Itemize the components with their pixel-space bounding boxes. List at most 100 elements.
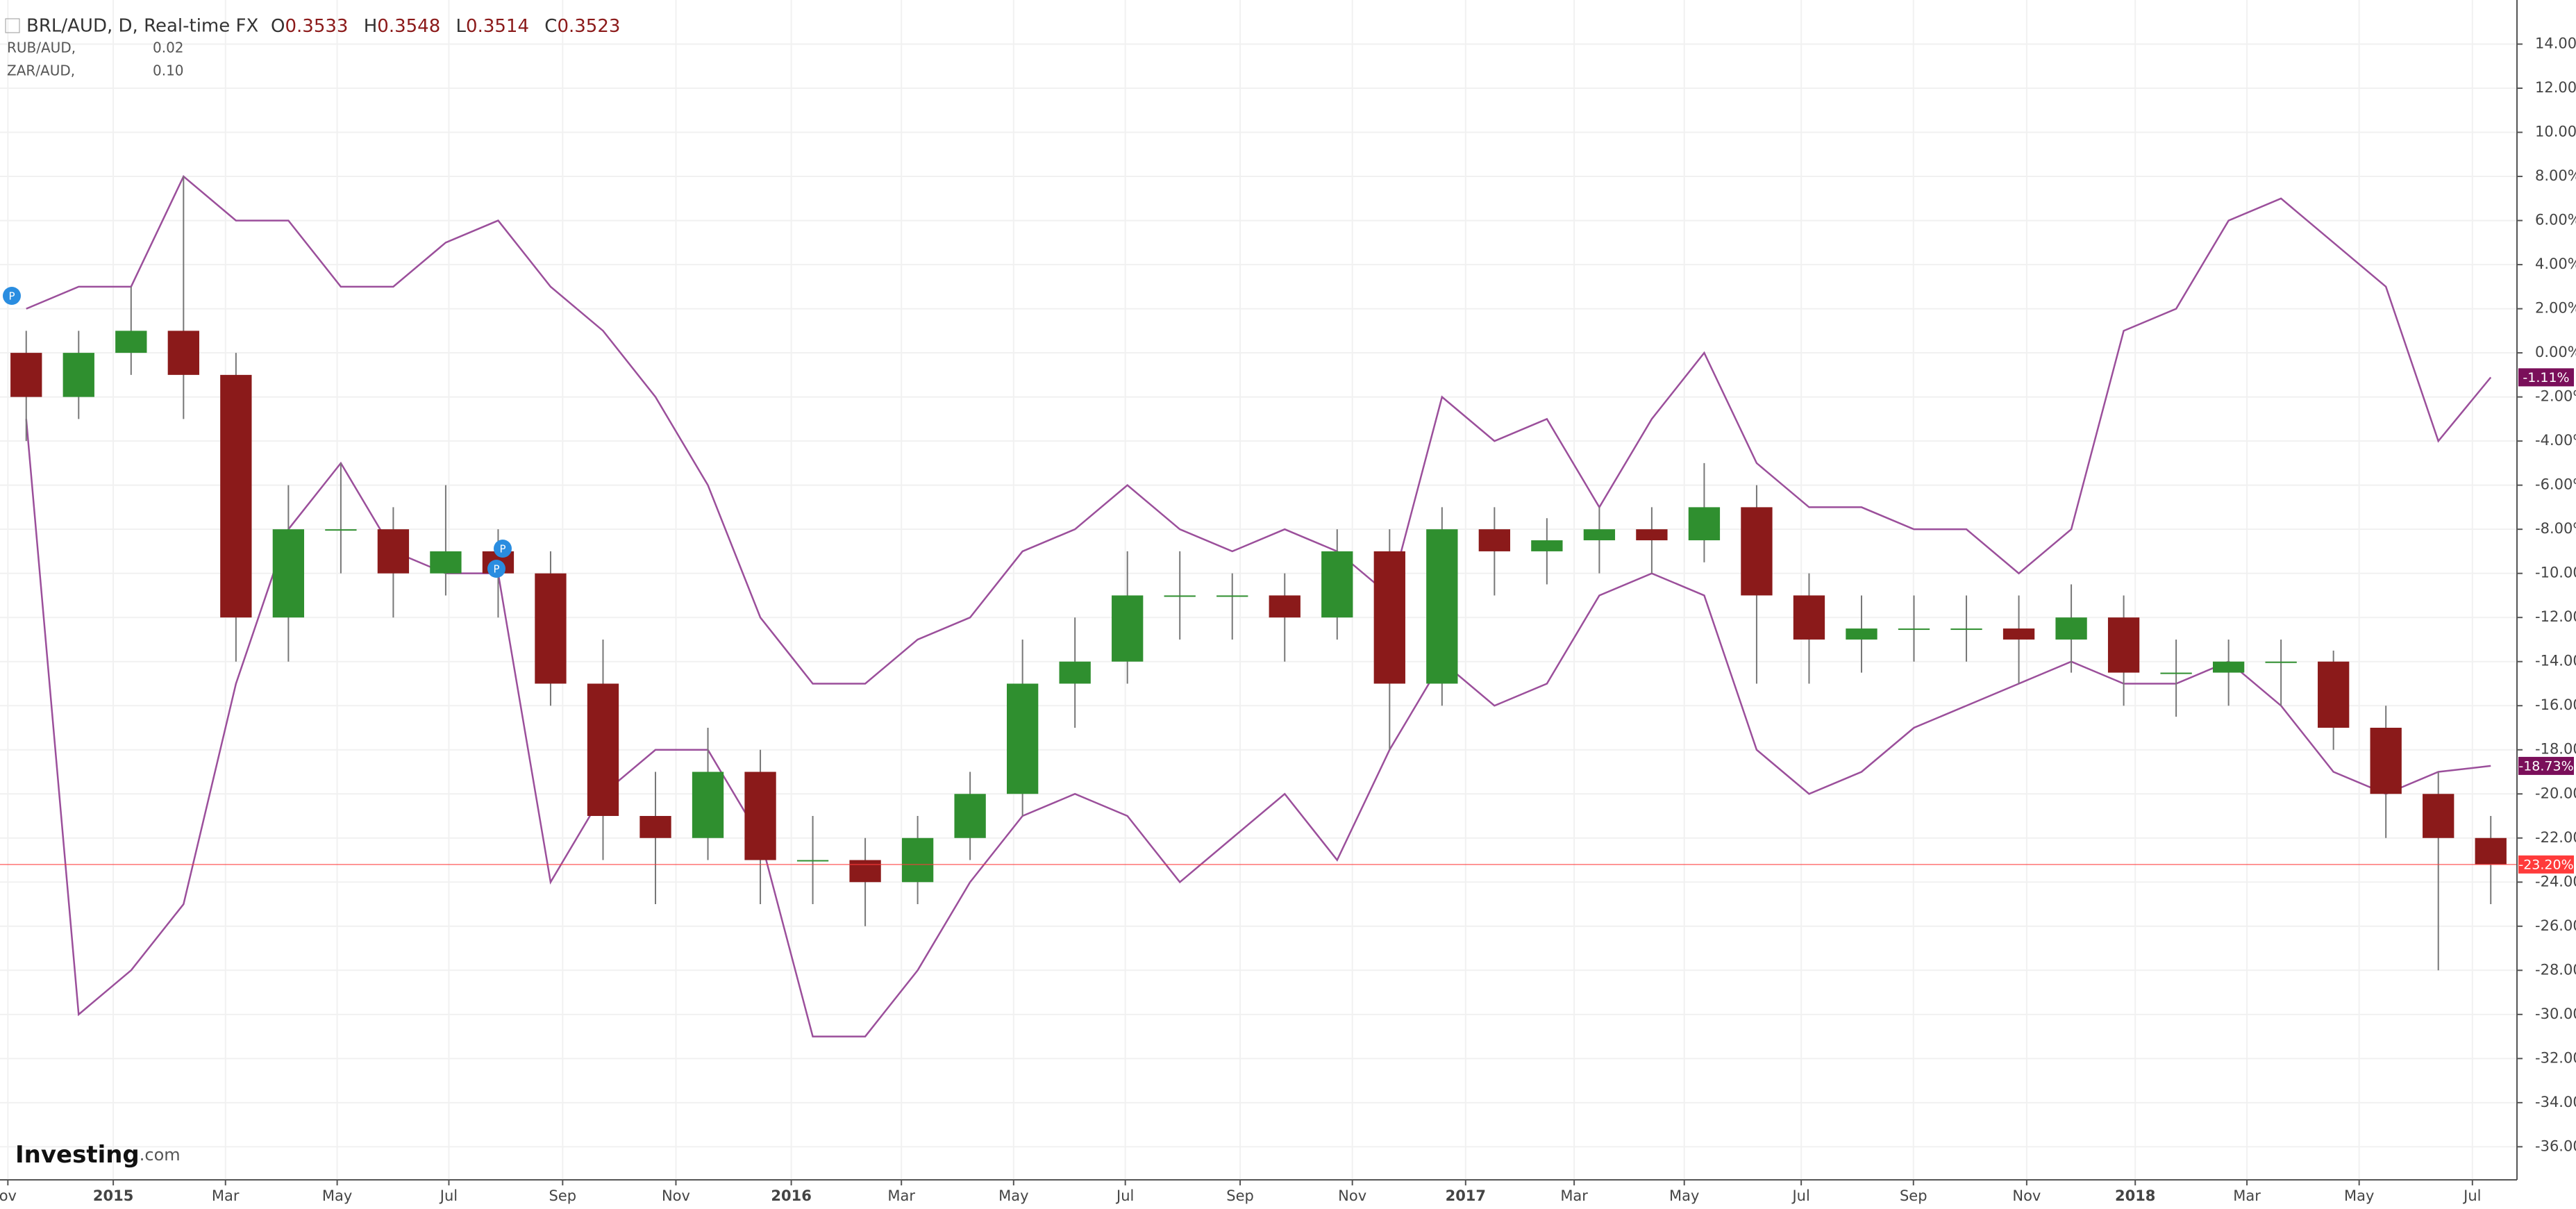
y-tick-label: -34.00%	[2535, 1094, 2576, 1110]
candle-body	[1636, 529, 1668, 541]
x-tick-label: Sep	[549, 1187, 577, 1204]
ohlc-value: 0.3523	[557, 16, 620, 37]
candle-body	[1269, 595, 1300, 618]
candle-body	[2475, 837, 2507, 865]
ohlc: O0.3533 H0.3548 L0.3514 C0.3523	[271, 16, 620, 37]
candle-body	[430, 551, 462, 574]
last-value-tag	[2518, 855, 2574, 874]
candle-body	[167, 331, 199, 375]
candle-body	[901, 837, 934, 883]
candle-body	[1583, 529, 1616, 541]
candle-body	[325, 529, 357, 531]
x-tick-label: Jul	[1791, 1187, 1809, 1204]
legend-value: 0.02	[153, 40, 184, 56]
line-series	[26, 175, 2492, 685]
candle-body	[1478, 529, 1510, 551]
event-markers: P P P	[3, 287, 512, 578]
candle-body	[1898, 628, 1930, 631]
y-tick-label: 10.00%	[2535, 124, 2576, 140]
candle-body	[2002, 628, 2035, 640]
y-tick-label: -26.00%	[2535, 917, 2576, 934]
x-tick-label: 2017	[1446, 1187, 1486, 1204]
ohlc-label: L	[456, 16, 467, 37]
logo-suffix: .com	[140, 1145, 181, 1165]
x-tick-label: Mar	[1560, 1187, 1588, 1204]
logo: Investing.com	[15, 1141, 181, 1169]
candle-body	[115, 331, 147, 353]
candle-body	[377, 529, 410, 574]
candle-body	[1741, 507, 1773, 596]
last-value-tag	[2518, 368, 2574, 387]
ohlc-label: C	[544, 16, 557, 37]
x-tick-label: 2018	[2115, 1187, 2155, 1204]
candle-body	[62, 353, 94, 397]
header: BRL/AUD, D, Real-time FX O0.3533 H0.3548…	[5, 16, 620, 79]
legend-value: 0.10	[153, 62, 184, 79]
y-tick-label: 0.00%	[2535, 344, 2576, 360]
x-tick-label: May	[322, 1187, 352, 1204]
x-tick-label: Jul	[2462, 1187, 2481, 1204]
event-label: P	[499, 543, 505, 556]
symbol: BRL/AUD, D, Real-time FX	[26, 16, 258, 37]
x-tick-label: Jul	[439, 1187, 458, 1204]
x-tick-label: Nov	[662, 1187, 690, 1204]
event-marker[interactable]	[487, 560, 505, 578]
y-tick-label: -28.00%	[2535, 961, 2576, 978]
candle-body	[1216, 595, 1248, 597]
candle-body	[2107, 617, 2140, 673]
candle-body	[1531, 540, 1563, 551]
line-series	[25, 419, 2491, 1037]
candle-body	[796, 860, 829, 862]
x-tick-label: Sep	[1900, 1187, 1927, 1204]
ohlc-value: 0.3548	[377, 16, 440, 37]
x-tick-label: Mar	[212, 1187, 240, 1204]
candle-body	[1164, 595, 1196, 597]
candle-body	[744, 772, 776, 860]
x-tick-label: 2015	[93, 1187, 133, 1204]
candle-body	[1373, 551, 1405, 684]
candle-body	[2160, 672, 2192, 674]
event-marker[interactable]	[494, 540, 512, 558]
event-label: P	[8, 290, 15, 303]
y-tick-label: 6.00%	[2535, 212, 2576, 228]
candle-body	[220, 374, 252, 618]
x-tick-label: May	[998, 1187, 1028, 1204]
last-value-tag	[2518, 756, 2574, 775]
x-tick-label: Nov	[2012, 1187, 2041, 1204]
ohlc-value: 0.3514	[466, 16, 529, 37]
candle-body	[2212, 661, 2245, 673]
x-tick-label: Mar	[887, 1187, 915, 1204]
y-tick-label: 2.00%	[2535, 300, 2576, 317]
candle-body	[1950, 628, 1982, 631]
axis-labels: 14.00% 12.00% 10.00% 8.00% 6.00% 4.00% 2.00% 0.…	[0, 35, 2576, 1204]
y-tick-label: 4.00%	[2535, 256, 2576, 272]
y-tick-label: -10.00%	[2535, 565, 2576, 581]
candle-body	[10, 353, 42, 397]
candle-body	[272, 529, 305, 618]
y-tick-label: -14.00%	[2535, 653, 2576, 669]
candle-body	[2055, 617, 2087, 640]
y-tick-label: -4.00%	[2535, 432, 2576, 449]
x-tick-label: May	[1669, 1187, 1699, 1204]
candle-body	[1321, 551, 1353, 618]
y-tick-label: -6.00%	[2535, 476, 2576, 493]
event-marker[interactable]	[3, 287, 21, 305]
candle-body	[1007, 683, 1039, 794]
legend-name: RUB/AUD,	[7, 40, 76, 56]
candle-body	[2318, 661, 2350, 728]
candle-body	[1112, 595, 1144, 662]
candle-body	[587, 683, 619, 817]
y-tick-label: -12.00%	[2535, 608, 2576, 625]
x-tick-label: May	[2344, 1187, 2374, 1204]
x-tick-label: Sep	[1226, 1187, 1254, 1204]
ohlc-value: 0.3533	[285, 16, 348, 37]
x-tick-label: ov	[0, 1187, 17, 1204]
candle-body	[1846, 628, 1877, 640]
candle-body	[639, 816, 671, 838]
candle-body	[2370, 727, 2402, 794]
collapse-icon[interactable]	[5, 18, 20, 33]
candle-body	[1793, 595, 1825, 640]
x-tick-label: Mar	[2233, 1187, 2261, 1204]
